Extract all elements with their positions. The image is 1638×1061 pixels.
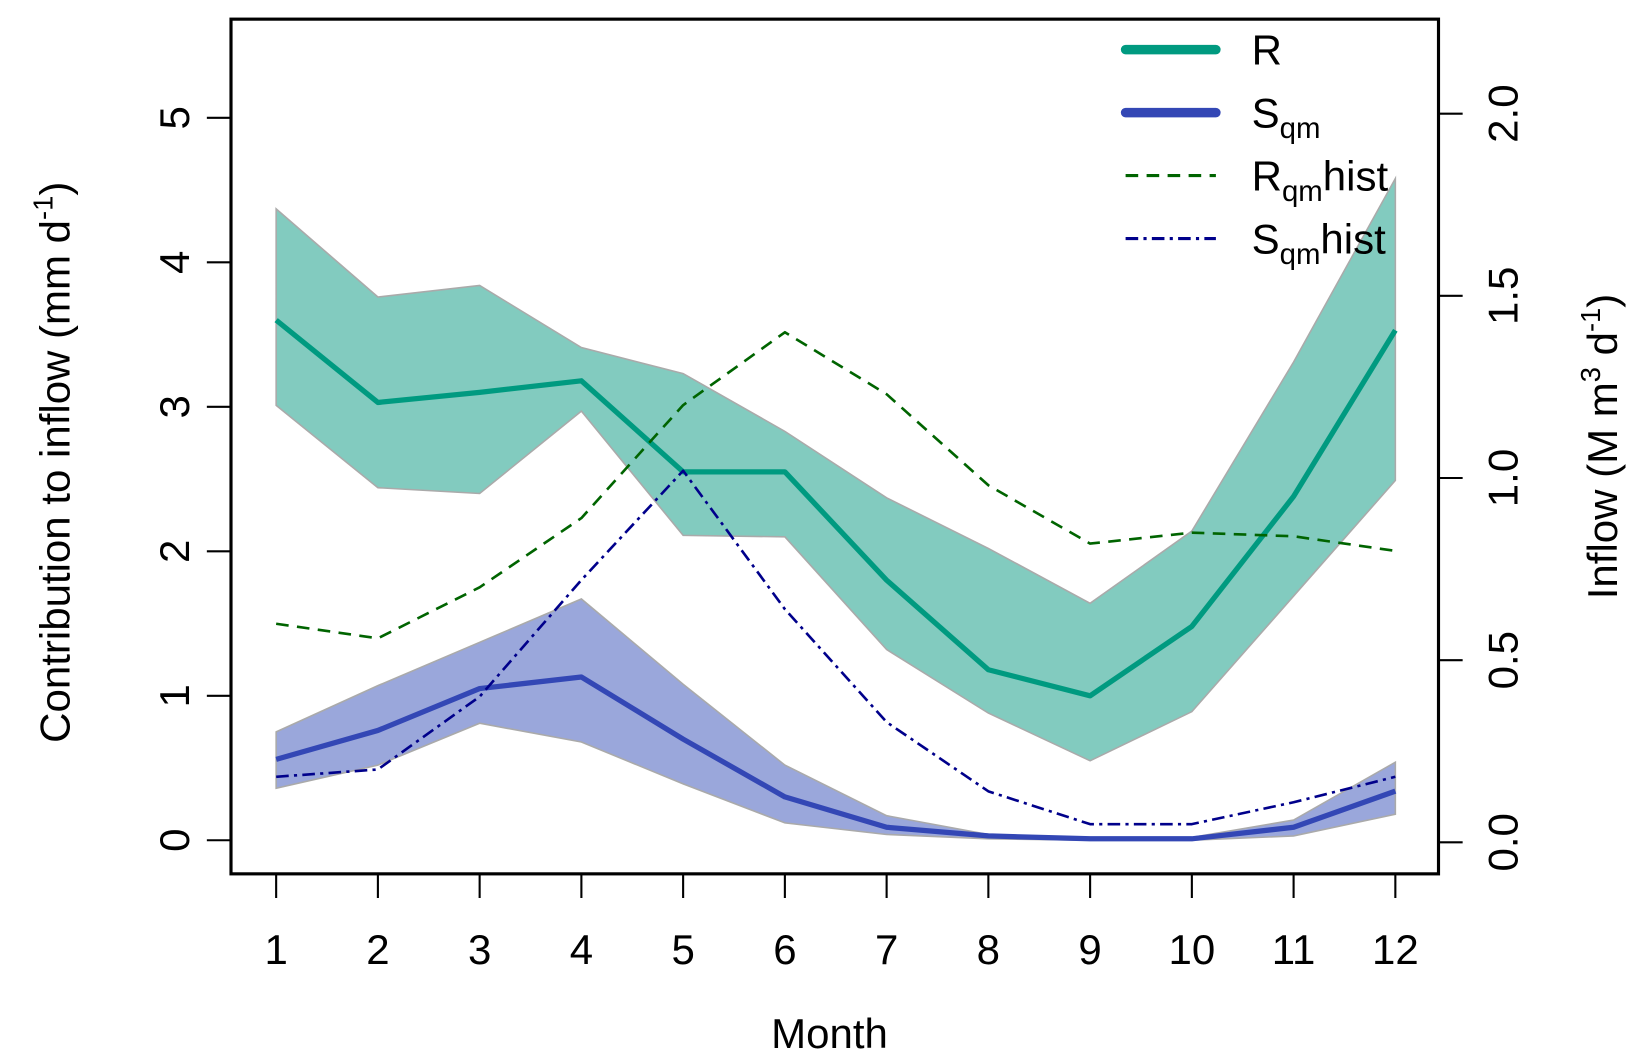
x-tick-label: 2 — [366, 926, 389, 973]
y-left-tick-label: 5 — [151, 106, 198, 129]
series-line-R — [274, 318, 1398, 699]
y-right-tick-label: 0.5 — [1479, 631, 1526, 689]
y-right-tick-label: 1.5 — [1479, 267, 1526, 325]
y-left-tick-label: 2 — [151, 540, 198, 563]
y-left-tick-label: 0 — [151, 829, 198, 852]
x-tick-label: 6 — [773, 926, 796, 973]
y-left-tick-label: 4 — [151, 251, 198, 274]
y-left-tick-label: 1 — [151, 684, 198, 707]
y-left-tick-label: 3 — [151, 395, 198, 418]
x-tick-label: 1 — [264, 926, 287, 973]
y-right-tick-label: 2.0 — [1479, 84, 1526, 142]
y-axis-right-label: Inflow (M m3 d-1) — [1575, 294, 1626, 600]
x-tick-label: 10 — [1168, 926, 1215, 973]
x-tick-label: 11 — [1272, 926, 1316, 973]
legend-label-Sqm: Sqm — [1252, 89, 1321, 144]
legend-label-Rqmhist: Rqmhist — [1252, 152, 1389, 208]
x-tick-label: 9 — [1078, 926, 1101, 973]
legend-label-Sqmhist: Sqmhist — [1252, 215, 1387, 271]
y-axis-left-label: Contribution to inflow (mm d-1) — [28, 182, 79, 743]
band-Sqm — [275, 598, 1397, 842]
x-tick-label: 8 — [977, 926, 1000, 973]
series-line-Sqm — [275, 674, 1397, 842]
x-tick-label: 5 — [671, 926, 694, 973]
y-right-tick-label: 0.0 — [1479, 813, 1526, 871]
x-tick-label: 7 — [875, 926, 898, 973]
legend-label-R: R — [1252, 26, 1282, 73]
x-tick-label: 3 — [468, 926, 491, 973]
x-tick-label: 12 — [1372, 926, 1419, 973]
band-R — [275, 175, 1397, 762]
series-line-Rqmhist — [275, 330, 1396, 640]
x-tick-label: 4 — [570, 926, 593, 973]
x-axis-label: Month — [771, 1010, 888, 1057]
y-right-tick-label: 1.0 — [1479, 449, 1526, 507]
